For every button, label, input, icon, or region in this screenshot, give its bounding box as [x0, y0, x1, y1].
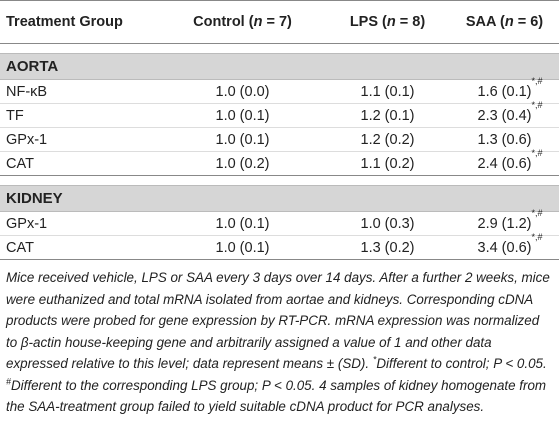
value-cell: 1.2 (0.2)	[325, 127, 450, 152]
column-header: SAA (n = 6)	[450, 0, 559, 44]
value-text: 1.1 (0.2)	[360, 155, 415, 172]
value-wrap: 1.1 (0.2)	[361, 156, 415, 172]
row-label: GPx-1	[0, 211, 160, 236]
value-wrap: 1.0 (0.1)	[216, 132, 270, 148]
value-cell: 1.0 (0.3)	[325, 211, 450, 236]
header-text: = 7)	[262, 14, 292, 30]
data-row: NF-κB 1.0 (0.0) 1.1 (0.1) 1.6 (0.1) *,#	[0, 75, 559, 104]
value-wrap: 1.0 (0.0)	[216, 84, 270, 100]
header-text: SAA (	[465, 14, 505, 30]
value-text: 1.0 (0.1)	[215, 131, 270, 148]
value-text: 1.0 (0.0)	[215, 83, 270, 100]
section-row: KIDNEY	[0, 185, 559, 212]
value-text: 3.4 (0.6)	[477, 239, 532, 256]
value-cell: 2.3 (0.4) *,#	[450, 99, 559, 128]
value-cell: 2.4 (0.6) *,#	[450, 147, 559, 176]
results-table: Treatment Group Control (n = 7) LPS (n = 8…	[0, 0, 559, 260]
value-cell: 1.3 (0.2)	[325, 235, 450, 260]
header-text: = 8)	[395, 14, 426, 30]
value-text: 2.9 (1.2)	[477, 215, 532, 232]
value-cell: 1.0 (0.1)	[160, 211, 325, 236]
value-wrap: 2.4 (0.6) *,#	[477, 147, 543, 172]
value-text: 2.4 (0.6)	[477, 155, 532, 172]
value-text: 1.6 (0.1)	[477, 83, 532, 100]
value-wrap: 3.4 (0.6) *,#	[477, 231, 543, 256]
value-wrap: 1.0 (0.3)	[361, 216, 415, 232]
value-cell: 1.0 (0.1)	[160, 103, 325, 128]
data-row: TF 1.0 (0.1) 1.2 (0.1) 2.3 (0.4) *,#	[0, 99, 559, 128]
spacer-cell	[0, 176, 559, 186]
value-wrap: 1.0 (0.1)	[216, 240, 270, 256]
row-label: CAT	[0, 235, 160, 260]
value-text: 1.3 (0.6)	[477, 131, 532, 148]
value-text: 1.0 (0.1)	[215, 239, 270, 256]
value-cell: 1.0 (0.1)	[160, 127, 325, 152]
value-wrap: 1.3 (0.2)	[361, 240, 415, 256]
value-text: 1.0 (0.3)	[360, 215, 415, 232]
header-text: n	[504, 14, 514, 30]
header-text: LPS (	[349, 14, 387, 30]
value-wrap: 1.6 (0.1) *,#	[477, 75, 543, 100]
row-label: NF-κB	[0, 79, 160, 104]
section-row: AORTA	[0, 53, 559, 80]
value-wrap: 1.1 (0.1)	[361, 84, 415, 100]
value-wrap: 1.2 (0.1)	[361, 108, 415, 124]
column-header: Treatment Group	[0, 0, 160, 44]
header-text: Treatment Group	[6, 14, 123, 30]
column-header: Control (n = 7)	[160, 0, 325, 44]
value-text: 1.3 (0.2)	[360, 239, 415, 256]
header-row: Treatment Group Control (n = 7) LPS (n = 8…	[0, 0, 559, 44]
header-text: = 6)	[513, 14, 544, 30]
value-wrap: 1.2 (0.2)	[361, 132, 415, 148]
value-text: 1.1 (0.1)	[360, 83, 415, 100]
spacer-row	[0, 176, 559, 186]
footnote-text: Different to control; P < 0.05.	[376, 356, 547, 371]
value-wrap: 1.0 (0.2)	[216, 156, 270, 172]
value-cell: 1.6 (0.1) *,#	[450, 75, 559, 104]
value-wrap: 1.0 (0.1)	[216, 216, 270, 232]
value-text: 1.0 (0.2)	[215, 155, 270, 172]
row-label: CAT	[0, 151, 160, 176]
header-text: n	[386, 14, 396, 30]
footnote-text: Mice received vehicle, LPS or SAA every …	[6, 270, 550, 371]
value-cell: 1.1 (0.1)	[325, 79, 450, 104]
value-text: 1.0 (0.1)	[215, 215, 270, 232]
value-cell: 2.9 (1.2) *,#	[450, 207, 559, 236]
value-wrap: 1.3 (0.6)	[478, 132, 532, 148]
section-title: AORTA	[0, 53, 559, 80]
value-cell: 1.1 (0.2)	[325, 151, 450, 176]
value-text: 1.2 (0.1)	[360, 107, 415, 124]
column-header: LPS (n = 8)	[325, 0, 450, 44]
value-text: 1.0 (0.1)	[215, 107, 270, 124]
table-footnote: Mice received vehicle, LPS or SAA every …	[0, 260, 559, 418]
value-cell: 1.3 (0.6)	[450, 127, 559, 152]
spacer-cell	[0, 44, 559, 54]
header-text: n	[253, 14, 263, 30]
footnote-symbol: #	[6, 376, 12, 387]
data-row: CAT 1.0 (0.1) 1.3 (0.2) 3.4 (0.6) *,#	[0, 231, 559, 260]
footnote-text: Different to the corresponding LPS group…	[6, 377, 547, 415]
data-row: GPx-1 1.0 (0.1) 1.0 (0.3) 2.9 (1.2) *,#	[0, 207, 559, 236]
value-cell: 1.2 (0.1)	[325, 103, 450, 128]
value-wrap: 1.0 (0.1)	[216, 108, 270, 124]
value-wrap: 2.9 (1.2) *,#	[477, 207, 543, 232]
value-cell: 3.4 (0.6) *,#	[450, 231, 559, 260]
row-label: GPx-1	[0, 127, 160, 152]
row-label: TF	[0, 103, 160, 128]
value-cell: 1.0 (0.0)	[160, 79, 325, 104]
value-text: 1.2 (0.2)	[360, 131, 415, 148]
spacer-row	[0, 44, 559, 54]
footnote-symbol: *	[372, 354, 377, 365]
value-wrap: 2.3 (0.4) *,#	[477, 99, 543, 124]
value-cell: 1.0 (0.1)	[160, 235, 325, 260]
section-title: KIDNEY	[0, 185, 559, 212]
data-row: GPx-1 1.0 (0.1) 1.2 (0.2) 1.3 (0.6)	[0, 127, 559, 152]
header-text: Control (	[193, 14, 254, 30]
value-cell: 1.0 (0.2)	[160, 151, 325, 176]
table-body: AORTA NF-κB 1.0 (0.0) 1.1 (0.1) 1.6 (0.1) *,#…	[0, 44, 559, 260]
value-text: 2.3 (0.4)	[477, 107, 532, 124]
data-row: CAT 1.0 (0.2) 1.1 (0.2) 2.4 (0.6) *,#	[0, 147, 559, 176]
